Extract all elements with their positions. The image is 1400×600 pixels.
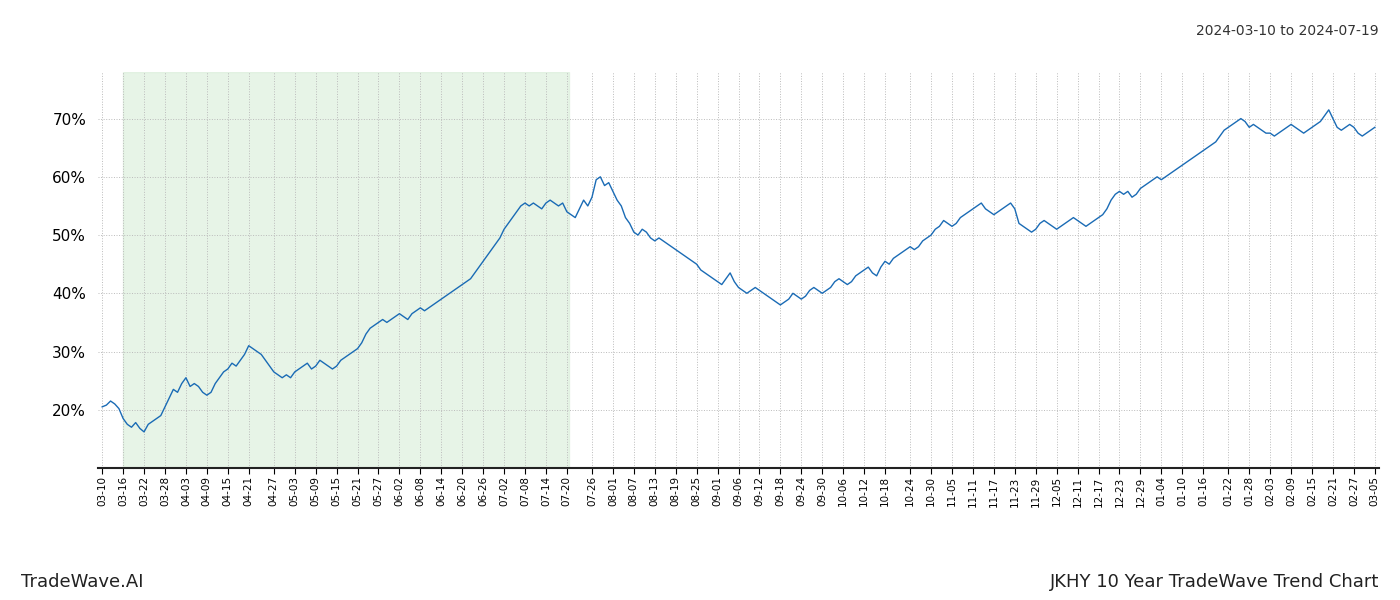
Text: TradeWave.AI: TradeWave.AI [21,573,143,591]
Bar [123,72,568,468]
Text: 2024-03-10 to 2024-07-19: 2024-03-10 to 2024-07-19 [1197,24,1379,38]
Text: JKHY 10 Year TradeWave Trend Chart: JKHY 10 Year TradeWave Trend Chart [1050,573,1379,591]
